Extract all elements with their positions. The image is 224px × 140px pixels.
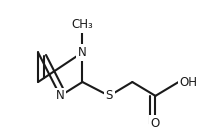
Text: O: O: [151, 117, 160, 130]
Text: N: N: [78, 46, 87, 59]
Text: N: N: [56, 89, 65, 102]
Text: OH: OH: [179, 75, 198, 88]
Text: S: S: [106, 89, 113, 102]
Text: CH₃: CH₃: [71, 18, 93, 31]
